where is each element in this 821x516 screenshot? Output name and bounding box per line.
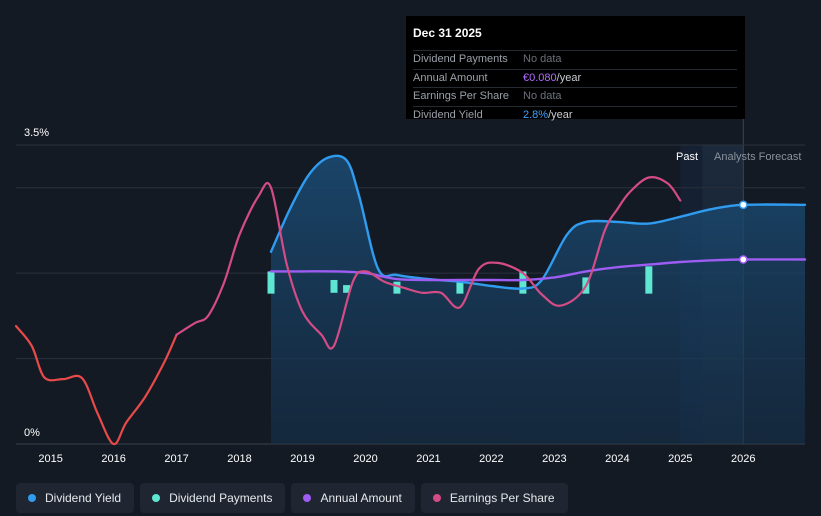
x-tick-label: 2021 — [416, 453, 440, 465]
dividend-payment-bar — [456, 282, 464, 294]
x-tick-label: 2019 — [290, 453, 314, 465]
legend-label: Dividend Payments — [169, 491, 273, 505]
x-tick-label: 2015 — [38, 453, 62, 465]
tooltip-label: Dividend Payments — [413, 53, 508, 65]
series-line-annual_amount — [269, 258, 807, 282]
y-label-bottom: 0% — [24, 427, 40, 439]
series-area-dividend_yield — [271, 155, 805, 445]
legend-label: Annual Amount — [320, 491, 402, 505]
dividend-payment-bar — [519, 271, 527, 294]
x-tick-label: 2016 — [101, 453, 125, 465]
series-line-earnings_per_share-negative — [14, 325, 178, 446]
marker-dividend_yield — [738, 200, 748, 210]
tooltip: Dec 31 2025 Dividend Payments No data An… — [406, 16, 745, 121]
tooltip-unit: /year — [548, 108, 573, 121]
past-label: Past — [676, 151, 698, 163]
tooltip-row-eps: Earnings Per Share No data — [413, 87, 737, 106]
dividend-payment-bar — [267, 271, 275, 294]
series-line-dividend_yield — [269, 154, 807, 290]
x-tick-label: 2024 — [605, 453, 629, 465]
dividend-payment-bar — [343, 285, 351, 293]
x-tick-label: 2020 — [353, 453, 377, 465]
legend-label: Dividend Yield — [45, 491, 122, 505]
x-tick-label: 2026 — [731, 453, 755, 465]
tooltip-row-dividend-payments: Dividend Payments No data — [413, 50, 737, 69]
legend-dividend-yield[interactable]: Dividend Yield — [16, 483, 135, 513]
x-tick-label: 2023 — [542, 453, 566, 465]
tooltip-label: Earnings Per Share — [413, 90, 509, 102]
dividend-payment-bar — [393, 281, 401, 294]
legend-dot-icon — [152, 494, 161, 502]
forecast-label: Analysts Forecast — [714, 151, 801, 163]
legend-dividend-payments[interactable]: Dividend Payments — [140, 483, 286, 513]
tooltip-unit: /year — [556, 71, 582, 84]
tooltip-label: Dividend Yield — [413, 108, 483, 121]
tooltip-value: €0.080 — [523, 71, 557, 84]
tooltip-title: Dec 31 2025 — [413, 26, 482, 40]
legend-earnings-per-share[interactable]: Earnings Per Share — [420, 483, 568, 513]
tooltip-row-dividend-yield: Dividend Yield 2.8%/year — [413, 105, 737, 125]
tooltip-value: 2.8% — [523, 108, 549, 121]
x-tick-label: 2017 — [164, 453, 188, 465]
x-tick-label: 2025 — [668, 453, 692, 465]
legend-label: Earnings Per Share — [449, 491, 555, 505]
dividend-payment-bar — [330, 279, 338, 293]
legend-dot-icon — [303, 494, 312, 502]
series-line-earnings_per_share — [175, 176, 682, 350]
tooltip-label: Annual Amount — [413, 71, 488, 84]
legend-dot-icon — [432, 494, 441, 502]
legend-dot-icon — [28, 494, 36, 502]
y-label-top: 3.5% — [24, 127, 49, 139]
x-tick-label: 2018 — [227, 453, 251, 465]
x-tick-label: 2022 — [479, 453, 503, 465]
marker-annual_amount — [738, 255, 748, 264]
tooltip-row-annual-amount: Annual Amount €0.080/year — [413, 68, 737, 88]
dividend-payment-bar — [645, 266, 653, 294]
legend-annual-amount[interactable]: Annual Amount — [291, 483, 415, 513]
tooltip-value: No data — [523, 53, 562, 65]
tooltip-value: No data — [523, 90, 562, 102]
legend: Dividend Yield Dividend Payments Annual … — [16, 483, 568, 515]
